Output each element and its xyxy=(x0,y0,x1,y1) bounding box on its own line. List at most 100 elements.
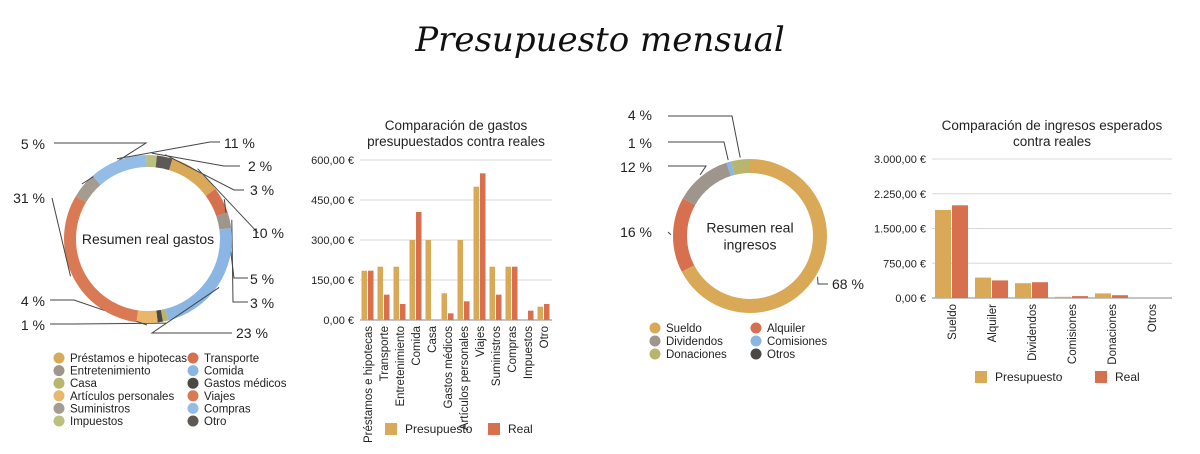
bar-presupuesto xyxy=(1095,293,1111,298)
x-tick-label: Sueldo xyxy=(947,304,959,340)
bar-real xyxy=(384,294,390,320)
legend-swatch xyxy=(488,423,500,435)
x-tick-label: Comisiones xyxy=(1067,304,1079,364)
x-tick-label: Comida xyxy=(411,325,423,365)
donut-slice xyxy=(155,155,173,171)
legend-label: Alquiler xyxy=(767,323,806,335)
x-tick-label: Compras xyxy=(507,326,519,373)
bar-presupuesto xyxy=(377,266,383,320)
legend-swatch xyxy=(53,390,65,402)
bar-real xyxy=(512,266,518,320)
legend-swatch xyxy=(53,402,65,414)
legend-swatch xyxy=(750,322,762,334)
x-tick-label: Otro xyxy=(539,326,551,348)
legend-swatch xyxy=(187,352,199,364)
donut-slice xyxy=(673,198,696,272)
income-bar-chart: Comparación de ingresos esperadoscontra … xyxy=(874,118,1172,384)
legend-label: Viajes xyxy=(204,391,235,403)
legend-swatch xyxy=(649,348,661,360)
bar-presupuesto xyxy=(489,266,495,320)
bar-presupuesto xyxy=(505,266,511,320)
leader-line xyxy=(231,219,248,303)
donut-slice xyxy=(156,309,163,323)
legend-swatch xyxy=(53,377,65,389)
bar-presupuesto xyxy=(425,240,431,320)
legend-swatch xyxy=(649,335,661,347)
legend-swatch xyxy=(53,352,65,364)
donut-slice xyxy=(160,308,169,322)
bar-real xyxy=(480,173,486,320)
chart-title: Comparación de ingresos esperados xyxy=(942,118,1163,133)
slice-percent-label: 12 % xyxy=(620,159,652,175)
legend-swatch xyxy=(385,423,397,435)
y-tick-label: 0,00 € xyxy=(323,315,354,327)
legend-label: Suministros xyxy=(70,403,130,415)
legend-swatch xyxy=(975,371,987,383)
leader-line xyxy=(667,231,672,236)
legend-label: Préstamos e hipotecas xyxy=(70,353,187,365)
legend-label: Casa xyxy=(70,378,97,390)
bar-presupuesto xyxy=(457,240,463,320)
legend-swatch xyxy=(750,348,762,360)
legend-swatch xyxy=(187,377,199,389)
x-tick-label: Gastos médicos xyxy=(443,326,455,409)
legend-swatch xyxy=(649,322,661,334)
bar-real xyxy=(368,270,374,320)
leader-line xyxy=(116,141,220,160)
legend-label: Transporte xyxy=(204,353,259,365)
x-tick-label: Alquiler xyxy=(987,304,999,343)
slice-percent-label: 23 % xyxy=(236,325,268,341)
leader-line xyxy=(817,276,828,285)
y-tick-label: 450,00 € xyxy=(311,195,354,207)
legend-label: Real xyxy=(1115,370,1140,384)
slice-percent-label: 10 % xyxy=(252,225,284,241)
bar-real xyxy=(528,310,534,320)
chart-title: presupuestados contra reales xyxy=(367,134,545,149)
y-tick-label: 3.000,00 € xyxy=(874,154,926,166)
donut-slice xyxy=(726,161,735,177)
leader-line xyxy=(197,168,259,234)
x-tick-label: Suministros xyxy=(491,326,503,386)
slice-percent-label: 1 % xyxy=(21,317,45,333)
bar-presupuesto xyxy=(537,306,543,320)
legend-label: Impuestos xyxy=(70,416,123,428)
x-tick-label: Otros xyxy=(1147,304,1159,332)
legend-label: Artículos personales xyxy=(70,391,174,403)
x-tick-label: Préstamos e hipotecas xyxy=(363,326,375,443)
legend-label: Comida xyxy=(204,366,244,378)
x-tick-label: Impuestos xyxy=(523,326,535,379)
bar-presupuesto xyxy=(1015,283,1031,298)
legend-label: Compras xyxy=(204,403,251,415)
legend-label: Comisiones xyxy=(767,336,827,348)
slice-percent-label: 16 % xyxy=(620,224,652,240)
legend-swatch xyxy=(53,365,65,377)
donut-slice xyxy=(165,227,232,321)
donut-slice xyxy=(64,196,139,323)
leader-line xyxy=(164,154,244,191)
bar-presupuesto xyxy=(935,210,951,298)
donut-slice xyxy=(75,175,101,203)
slice-percent-label: 2 % xyxy=(248,158,272,174)
donut-slice xyxy=(92,155,147,185)
slice-percent-label: 1 % xyxy=(628,135,652,151)
chart-title: Comparación de gastos xyxy=(385,118,528,133)
slice-percent-label: 4 % xyxy=(628,107,652,123)
legend-label: Real xyxy=(508,422,533,436)
page-title: Presupuesto mensual xyxy=(415,20,785,60)
donut-slice xyxy=(168,158,216,197)
y-tick-label: 1.500,00 € xyxy=(874,224,926,236)
x-tick-label: Artículos personales xyxy=(459,326,471,430)
bar-presupuesto xyxy=(441,293,447,320)
bar-real xyxy=(400,304,406,320)
donut-slice xyxy=(681,159,827,313)
donut-center-label: Resumen real xyxy=(706,220,793,236)
donut-center-label: ingresos xyxy=(724,237,777,253)
chart-title: contra reales xyxy=(1013,134,1091,149)
slice-percent-label: 3 % xyxy=(250,182,274,198)
slice-percent-label: 68 % xyxy=(832,276,864,292)
bar-real xyxy=(464,301,470,320)
legend-swatch xyxy=(750,335,762,347)
